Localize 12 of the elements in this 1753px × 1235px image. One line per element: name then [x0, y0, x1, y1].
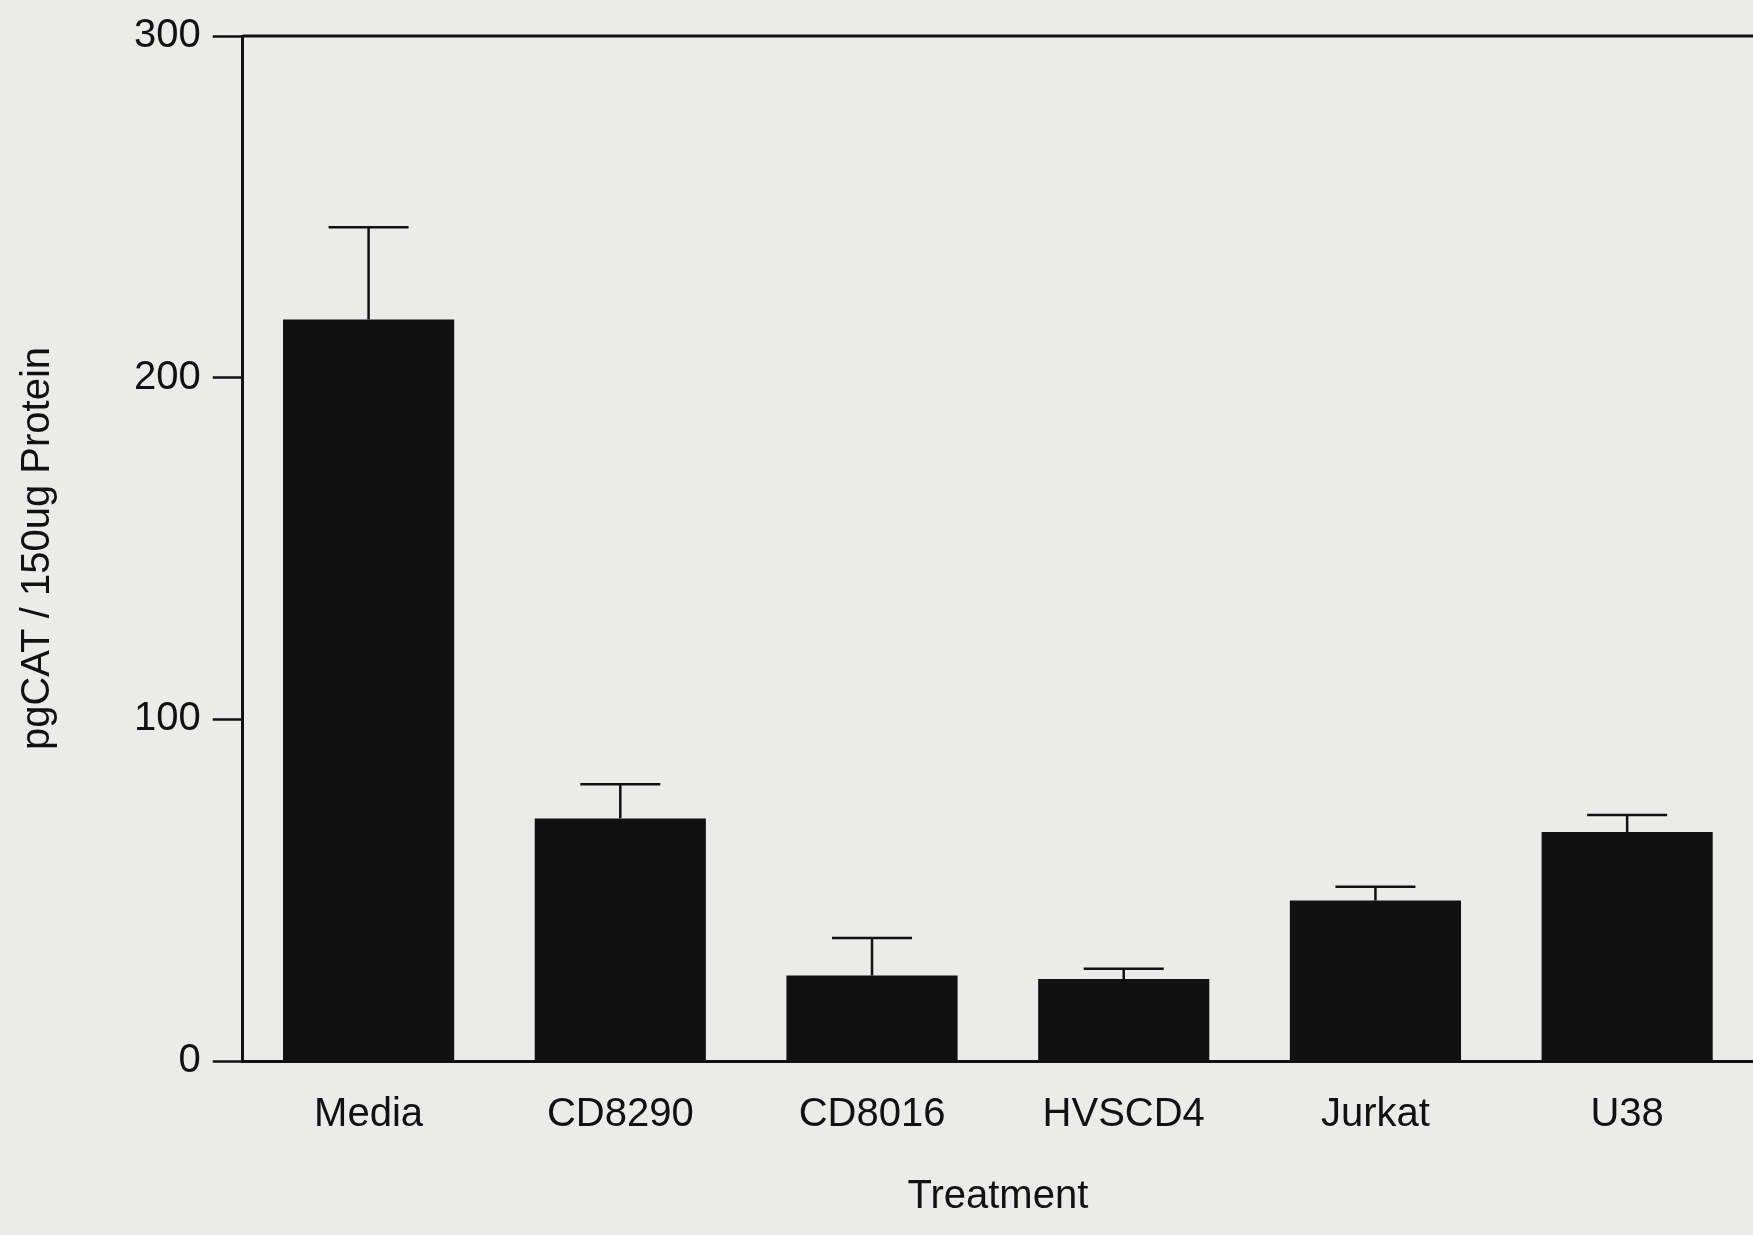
y-tick-label: 100 [133, 694, 201, 739]
x-tick-label: CD8290 [546, 1090, 694, 1135]
x-tick-label: Jurkat [1320, 1090, 1430, 1135]
x-axis-title: Treatment [907, 1172, 1089, 1217]
x-tick-label: Media [314, 1090, 424, 1135]
y-tick-label: 300 [133, 11, 201, 56]
y-tick-label: 200 [133, 352, 201, 397]
y-tick-label: 0 [178, 1036, 201, 1081]
x-tick-label: U38 [1590, 1090, 1664, 1135]
y-axis-title: pgCAT / 150ug Protein [13, 346, 58, 751]
x-tick-label: HVSCD4 [1042, 1090, 1205, 1135]
x-tick-label: CD8016 [798, 1090, 946, 1135]
